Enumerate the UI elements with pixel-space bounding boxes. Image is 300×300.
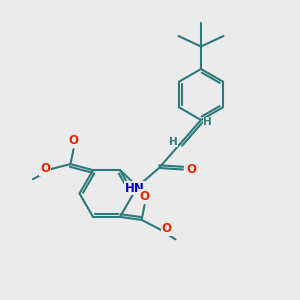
Text: O: O — [68, 134, 79, 147]
Text: O: O — [140, 190, 150, 203]
Text: O: O — [40, 162, 50, 175]
Text: O: O — [186, 163, 197, 176]
Text: H: H — [169, 136, 178, 147]
Text: H: H — [203, 117, 212, 128]
Text: O: O — [161, 222, 172, 236]
Text: HN: HN — [124, 182, 144, 195]
